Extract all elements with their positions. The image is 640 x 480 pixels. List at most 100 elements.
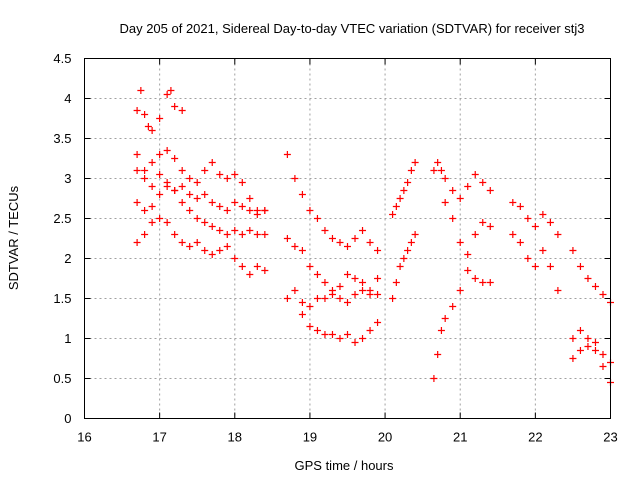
x-tick-label: 23	[603, 430, 617, 445]
data-point	[223, 207, 231, 214]
data-point	[524, 215, 532, 222]
data-point	[344, 299, 351, 306]
data-point	[336, 335, 344, 342]
data-point	[434, 159, 442, 166]
data-point	[238, 231, 246, 238]
data-point	[411, 231, 419, 238]
data-point	[569, 355, 577, 362]
data-point	[389, 295, 397, 302]
data-point	[141, 175, 149, 182]
data-point	[407, 167, 415, 174]
data-point	[404, 179, 412, 186]
data-point	[201, 247, 209, 254]
data-point	[366, 239, 374, 246]
y-tick-label: 1	[64, 331, 71, 346]
data-point	[306, 263, 314, 270]
data-point	[133, 151, 141, 158]
data-point	[359, 335, 367, 342]
data-point	[449, 187, 457, 194]
data-point	[178, 167, 186, 174]
data-point	[554, 287, 562, 294]
series-arc-f	[283, 151, 382, 254]
data-point	[261, 267, 269, 274]
series-arc-a	[133, 87, 186, 134]
data-point	[584, 275, 592, 282]
data-point	[471, 171, 479, 178]
data-point	[430, 167, 438, 174]
data-point	[576, 263, 584, 270]
data-point	[599, 363, 607, 370]
data-point	[178, 199, 186, 206]
data-point	[486, 187, 494, 194]
data-point	[396, 263, 404, 270]
data-point	[208, 251, 216, 258]
data-point	[156, 151, 164, 158]
data-point	[336, 295, 344, 302]
data-point	[591, 347, 599, 354]
data-point	[283, 295, 291, 302]
data-point	[298, 299, 306, 306]
y-tick-label: 2.5	[53, 211, 71, 226]
data-point	[392, 279, 400, 286]
data-point	[231, 255, 239, 262]
data-point	[437, 327, 445, 334]
x-tick-label: 16	[77, 430, 91, 445]
series-arc-h	[283, 287, 382, 310]
data-point	[328, 291, 336, 298]
data-point	[411, 159, 419, 166]
data-point	[231, 227, 239, 234]
data-point	[584, 343, 592, 350]
data-point	[231, 171, 239, 178]
data-point	[479, 179, 487, 186]
data-point	[208, 223, 216, 230]
data-point	[163, 91, 171, 98]
data-point	[156, 215, 164, 222]
data-point	[464, 267, 472, 274]
y-tick-label: 0.5	[53, 371, 71, 386]
y-axis-ticks: 0 0.5 1 1.5 2 2.5 3 3.5 4 4.5	[53, 51, 611, 426]
data-point	[208, 199, 216, 206]
data-point	[298, 247, 306, 254]
data-point	[471, 275, 479, 282]
data-point	[133, 107, 141, 114]
data-point	[351, 235, 359, 242]
series-arc-d	[133, 183, 269, 238]
data-point	[133, 199, 141, 206]
data-point	[246, 207, 254, 214]
data-point	[328, 331, 336, 338]
data-point	[306, 323, 314, 330]
chart-title: Day 205 of 2021, Sidereal Day-to-day VTE…	[119, 21, 584, 36]
data-point	[148, 203, 156, 210]
data-point	[479, 219, 487, 226]
data-point	[486, 223, 494, 230]
data-point	[137, 87, 145, 94]
data-point	[336, 283, 344, 290]
data-point	[591, 339, 599, 346]
data-point	[253, 231, 261, 238]
data-point	[171, 187, 179, 194]
data-point	[554, 231, 562, 238]
data-point	[193, 239, 201, 246]
data-point	[313, 295, 321, 302]
data-point	[291, 287, 299, 294]
data-point	[253, 211, 261, 218]
data-point	[306, 207, 314, 214]
series-arc-s	[569, 343, 614, 386]
data-point	[531, 263, 539, 270]
y-tick-label: 0	[64, 411, 71, 426]
series-arc-q	[569, 247, 614, 306]
series-arc-j	[389, 231, 419, 302]
data-point	[599, 291, 607, 298]
data-point	[569, 335, 577, 342]
data-point	[201, 167, 209, 174]
data-point	[291, 243, 299, 250]
data-point	[351, 275, 359, 282]
series-arc-c	[133, 167, 269, 218]
data-point	[223, 243, 231, 250]
data-point	[456, 287, 464, 294]
series-arc-m	[430, 267, 494, 382]
data-point	[471, 231, 479, 238]
data-point	[238, 203, 246, 210]
data-point	[539, 247, 547, 254]
